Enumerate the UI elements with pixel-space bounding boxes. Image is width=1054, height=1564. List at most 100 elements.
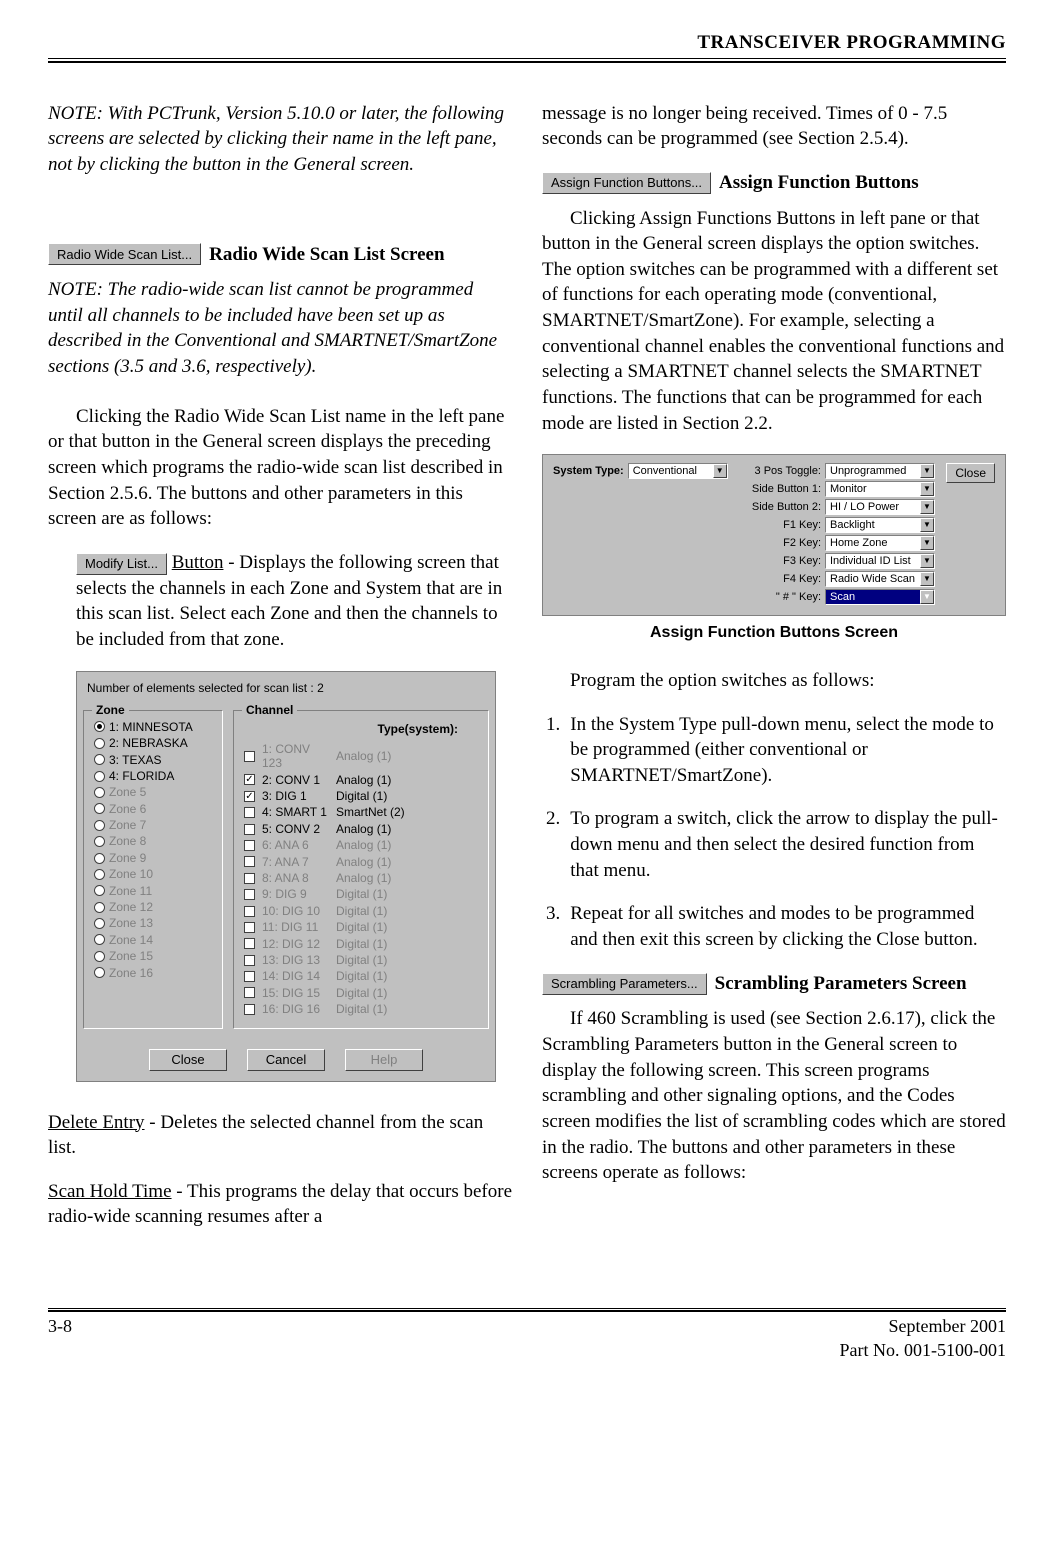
radio-icon[interactable] [94,771,105,782]
para-msg-continue: message is no longer being received. Tim… [542,101,1006,152]
zone-panel: Zone 1: MINNESOTA2: NEBRASKA3: TEXAS4: F… [83,710,223,1029]
channel-panel-title: Channel [242,702,297,718]
channel-type: Digital (1) [336,920,478,934]
checkbox-icon[interactable]: ✓ [244,791,255,802]
zone-label: Zone 16 [109,966,153,980]
dlg-close-button[interactable]: Close [149,1049,227,1071]
function-combo[interactable]: Home Zone▼ [825,535,935,551]
function-combo[interactable]: Unprogrammed ▼ [825,463,935,479]
zone-item: Zone 7 [94,817,212,833]
scrambling-parameters-button[interactable]: Scrambling Parameters... [542,973,707,995]
header-thin-rule [48,58,1006,59]
radio-icon[interactable] [94,754,105,765]
function-combo[interactable]: HI / LO Power▼ [825,499,935,515]
function-combo[interactable]: Backlight▼ [825,517,935,533]
function-label: Side Button 1: [749,482,821,497]
checkbox-icon[interactable]: ✓ [244,774,255,785]
radio-icon [94,836,105,847]
function-label: Side Button 2: [749,500,821,515]
channel-label: 13: DIG 13 [262,953,332,967]
checkbox-icon [244,987,255,998]
zone-label: Zone 9 [109,851,146,865]
channel-item[interactable]: ✓2: CONV 1Analog (1) [244,772,478,788]
channel-item[interactable]: ✓3: DIG 1Digital (1) [244,788,478,804]
function-value: Individual ID List [830,554,911,569]
scan-hold-desc: Scan Hold Time - This programs the delay… [48,1179,512,1230]
channel-label: 9: DIG 9 [262,887,332,901]
function-combo[interactable]: Scan▼ [825,589,935,605]
function-combo[interactable]: Monitor▼ [825,481,935,497]
function-label: " # " Key: [749,590,821,605]
modify-list-button[interactable]: Modify List... [76,553,167,575]
radio-icon[interactable] [94,738,105,749]
function-label: F1 Key: [749,518,821,533]
radio-icon[interactable] [94,721,105,732]
radio-icon [94,902,105,913]
dlg-cancel-button[interactable]: Cancel [247,1049,325,1071]
delete-entry-desc: Delete Entry - Deletes the selected chan… [48,1110,512,1161]
zone-item: Zone 10 [94,866,212,882]
dlg2-close-button[interactable]: Close [946,463,995,483]
zone-label: Zone 5 [109,785,146,799]
channel-item: 12: DIG 12Digital (1) [244,936,478,952]
checkbox-icon[interactable] [244,807,255,818]
function-row: F3 Key:Individual ID List▼ [738,553,935,569]
assign-function-heading: Assign Function Buttons [719,170,919,196]
zone-label: Zone 14 [109,933,153,947]
zone-item[interactable]: 4: FLORIDA [94,768,212,784]
channel-item: 16: DIG 16Digital (1) [244,1001,478,1017]
zone-label: 4: FLORIDA [109,769,174,783]
zone-item: Zone 13 [94,915,212,931]
channel-label: 14: DIG 14 [262,969,332,983]
radio-wide-scan-list-button[interactable]: Radio Wide Scan List... [48,243,201,265]
function-value: Unprogrammed [830,464,906,479]
channel-item[interactable]: 4: SMART 1SmartNet (2) [244,804,478,820]
zone-item[interactable]: 3: TEXAS [94,752,212,768]
channel-item[interactable]: 5: CONV 2Analog (1) [244,821,478,837]
zone-label: 3: TEXAS [109,753,161,767]
zone-label: Zone 7 [109,818,146,832]
chevron-down-icon: ▼ [920,500,934,514]
function-combo[interactable]: Radio Wide Scan▼ [825,571,935,587]
step-3: Repeat for all switches and modes to be … [570,901,1006,952]
radio-icon [94,934,105,945]
channel-item: 10: DIG 10Digital (1) [244,903,478,919]
zone-item[interactable]: 1: MINNESOTA [94,719,212,735]
zone-item[interactable]: 2: NEBRASKA [94,735,212,751]
scan-hold-label: Scan Hold Time [48,1181,172,1202]
zone-item: Zone 12 [94,899,212,915]
page-footer: 3-8 September 2001 Part No. 001-5100-001 [48,1308,1006,1363]
channel-item: 6: ANA 6Analog (1) [244,837,478,853]
note-radio-wide: NOTE: The radio-wide scan list cannot be… [48,277,512,380]
chevron-down-icon: ▼ [920,518,934,532]
chevron-down-icon: ▼ [920,554,934,568]
channel-label: 7: ANA 7 [262,855,332,869]
zone-item: Zone 9 [94,850,212,866]
zone-item: Zone 6 [94,801,212,817]
channel-label: 5: CONV 2 [262,822,332,836]
function-combo[interactable]: Individual ID List ▼ [825,553,935,569]
channel-item: 9: DIG 9Digital (1) [244,886,478,902]
scan-list-dialog: Number of elements selected for scan lis… [76,671,496,1082]
radio-icon [94,869,105,880]
checkbox-icon[interactable] [244,824,255,835]
radio-icon [94,820,105,831]
function-row: " # " Key: Scan▼ [738,589,935,605]
radio-icon [94,967,105,978]
channel-type: Analog (1) [336,749,478,763]
zone-label: 1: MINNESOTA [109,720,193,734]
running-header: TRANSCEIVER PROGRAMMING [48,30,1006,56]
function-value: Home Zone [830,536,887,551]
channel-item: 11: DIG 11Digital (1) [244,919,478,935]
zone-item: Zone 14 [94,932,212,948]
chevron-down-icon: ▼ [920,464,934,478]
footer-page: 3-8 [48,1314,72,1363]
system-type-combo[interactable]: Conventional ▼ [628,463,728,479]
step-2: To program a switch, click the arrow to … [570,806,1006,883]
zone-label: Zone 12 [109,900,153,914]
dlg-help-button[interactable]: Help [345,1049,423,1071]
chevron-down-icon: ▼ [920,590,934,604]
assign-function-buttons-button[interactable]: Assign Function Buttons... [542,172,711,194]
function-row: F1 Key: Backlight▼ [738,517,935,533]
channel-item: 8: ANA 8Analog (1) [244,870,478,886]
